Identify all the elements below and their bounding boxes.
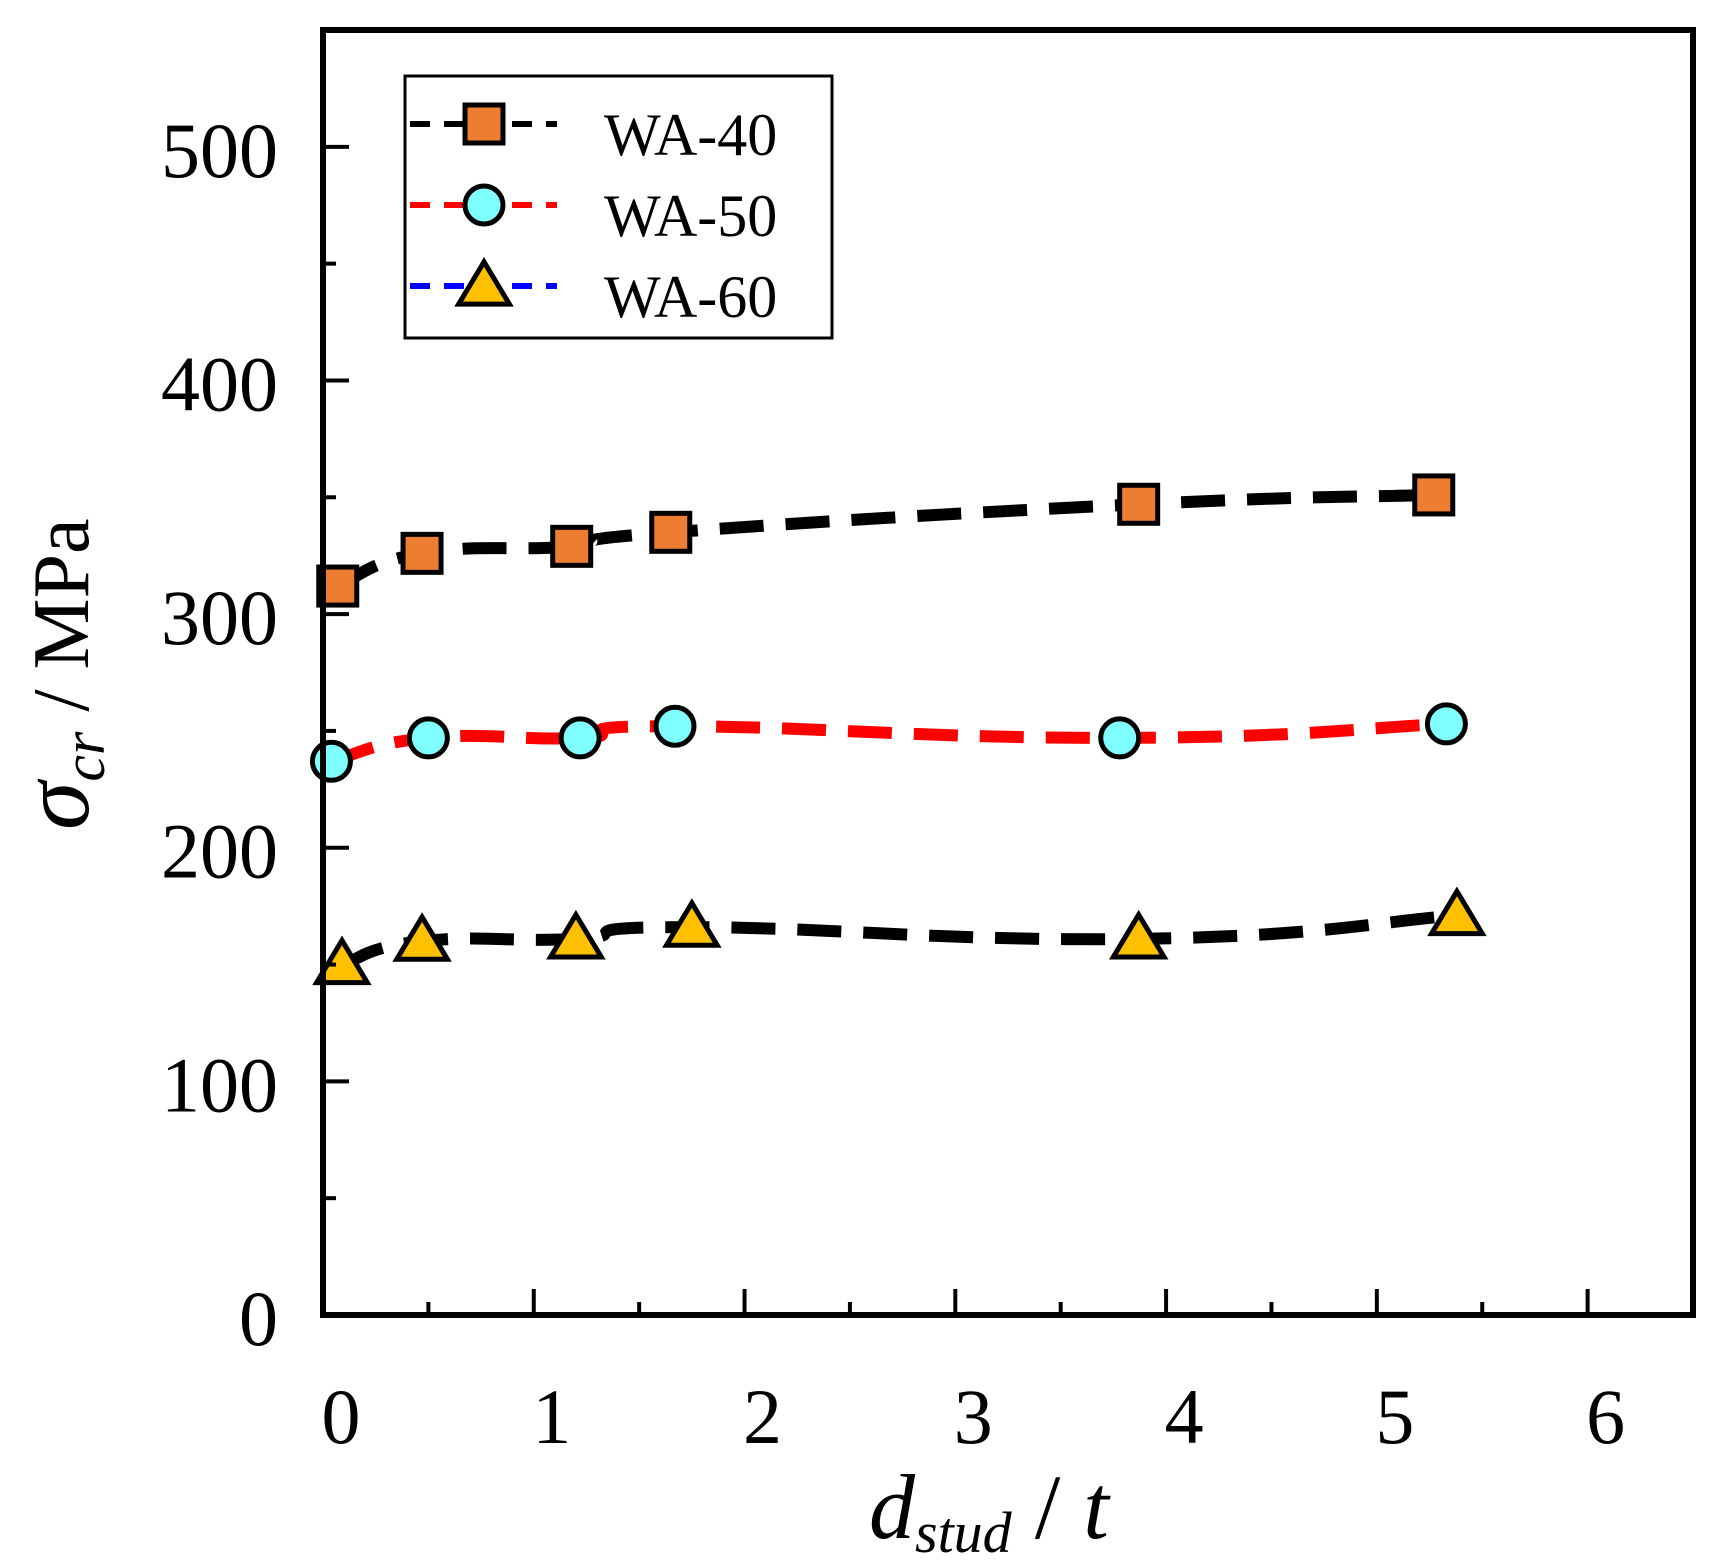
legend-marker-wa-40	[462, 102, 506, 146]
data-point-wa-40	[550, 524, 594, 568]
legend-label-wa-50: WA-50	[604, 183, 777, 249]
legend: WA-40 WA-50 WA-60	[403, 74, 834, 340]
x-axis-title-sub: stud	[915, 1500, 1013, 1560]
y-tick-label: 200	[161, 808, 278, 895]
legend-label-wa-60: WA-60	[604, 264, 777, 330]
y-axis-title: σcr / MPa	[2, 518, 117, 830]
y-axis-title-sub: cr	[51, 731, 117, 782]
data-point-wa-50	[558, 716, 602, 760]
legend-marker-wa-50	[462, 183, 506, 227]
data-point-wa-50	[1098, 716, 1142, 760]
y-tick-label: 0	[239, 1275, 278, 1362]
y-tick-label: 500	[161, 107, 278, 194]
x-tick-label: 6	[1586, 1373, 1625, 1460]
legend-marker-wa-60	[454, 256, 514, 307]
data-point-wa-40	[1412, 473, 1456, 517]
x-axis-title-main: d	[869, 1456, 916, 1558]
x-tick-label: 4	[1165, 1373, 1204, 1460]
data-point-wa-60	[1108, 909, 1169, 960]
data-point-wa-50	[1424, 702, 1468, 746]
series-line-wa-40	[335, 488, 1434, 592]
data-point-wa-60	[312, 935, 372, 986]
x-tick-label: 2	[743, 1373, 782, 1460]
x-tick-label: 1	[532, 1373, 571, 1460]
legend-label-wa-40: WA-40	[604, 102, 777, 168]
data-point-wa-50	[406, 716, 450, 760]
data-point-wa-60	[1427, 886, 1487, 937]
y-axis-ticks: 0 100 200 300 400 500	[161, 107, 349, 1362]
data-point-wa-60	[662, 898, 722, 948]
plot-lines-layer	[329, 488, 1458, 971]
x-axis-ticks: 0 1 2 3 4 5 6	[321, 1289, 1695, 1460]
x-tick-label: 0	[322, 1373, 361, 1460]
data-point-wa-40	[649, 510, 693, 554]
x-tick-label: 3	[954, 1373, 993, 1460]
x-axis-title: dstud / t	[869, 1456, 1111, 1560]
data-point-wa-40	[1117, 482, 1161, 526]
y-axis-title-main: σ	[2, 778, 110, 830]
x-axis-title-sep: /	[1012, 1456, 1084, 1558]
data-point-wa-60	[546, 909, 606, 960]
data-point-wa-60	[392, 912, 452, 962]
series-line-wa-50	[329, 717, 1447, 768]
series-line-wa-60	[340, 909, 1458, 971]
data-point-wa-50	[309, 739, 353, 783]
x-axis-title-var: t	[1083, 1456, 1111, 1558]
y-axis-title-unit: / MPa	[18, 518, 106, 731]
y-tick-label: 400	[161, 340, 278, 427]
plot-markers-layer	[309, 473, 1487, 986]
data-point-wa-40	[400, 531, 444, 575]
x-tick-label: 5	[1375, 1373, 1414, 1460]
plot-frame	[320, 27, 1696, 1318]
data-point-wa-50	[653, 704, 697, 748]
y-tick-label: 100	[161, 1041, 278, 1128]
y-tick-label: 300	[161, 574, 278, 661]
